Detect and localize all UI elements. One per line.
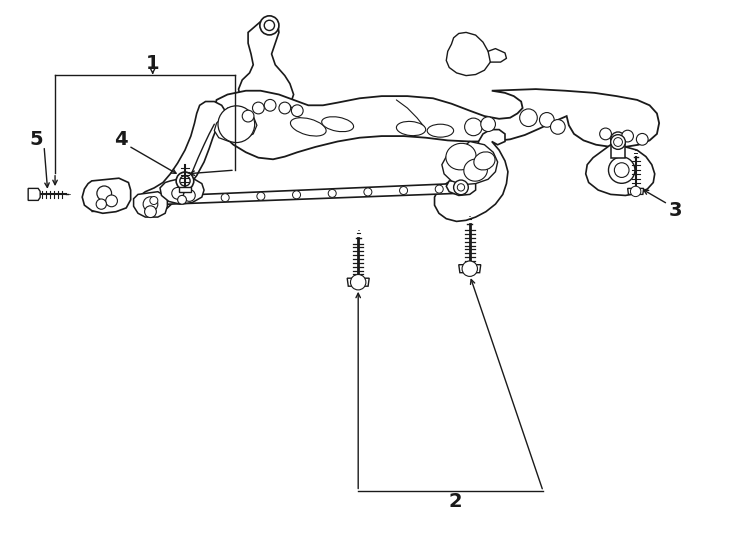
Text: 4: 4 [115,130,128,149]
Circle shape [242,110,254,122]
Text: 5: 5 [30,130,43,149]
Circle shape [106,195,117,207]
Circle shape [260,16,279,35]
Text: 3: 3 [669,201,682,220]
Text: 2: 2 [448,491,462,511]
Circle shape [257,192,265,200]
Polygon shape [628,188,644,194]
Circle shape [218,106,255,143]
Circle shape [264,99,276,111]
Circle shape [172,187,184,199]
Ellipse shape [464,159,487,181]
Circle shape [143,197,158,212]
Circle shape [264,20,275,31]
Polygon shape [442,141,498,185]
Circle shape [291,105,303,117]
Circle shape [399,186,407,194]
Polygon shape [435,130,508,221]
Circle shape [279,102,291,114]
Ellipse shape [396,122,426,136]
Polygon shape [446,178,476,195]
Circle shape [457,184,465,191]
Polygon shape [134,192,167,217]
Circle shape [465,118,482,136]
Polygon shape [213,89,659,159]
Polygon shape [136,102,226,216]
Circle shape [293,191,300,199]
Ellipse shape [321,117,354,132]
Circle shape [145,206,156,218]
Circle shape [184,190,195,201]
Circle shape [180,176,190,186]
Polygon shape [239,19,294,116]
Polygon shape [611,142,625,158]
Circle shape [176,172,194,190]
Circle shape [454,180,468,195]
Polygon shape [586,145,655,195]
Circle shape [611,132,625,147]
Circle shape [150,197,158,205]
Circle shape [611,134,625,150]
Polygon shape [459,265,481,273]
Polygon shape [214,108,257,141]
Circle shape [631,186,641,197]
Circle shape [186,195,194,203]
Ellipse shape [446,143,476,170]
Polygon shape [82,178,131,213]
Circle shape [481,117,495,132]
Polygon shape [179,187,191,192]
Ellipse shape [291,118,326,136]
Circle shape [221,194,229,201]
Circle shape [435,185,443,193]
Circle shape [97,186,112,201]
Polygon shape [134,184,462,205]
Text: 1: 1 [146,54,159,73]
Ellipse shape [474,152,495,170]
Circle shape [96,199,106,210]
Polygon shape [446,32,490,76]
Circle shape [328,190,336,198]
Circle shape [364,188,372,196]
Polygon shape [347,278,369,286]
Circle shape [550,119,565,134]
Circle shape [614,163,629,178]
Circle shape [636,133,648,145]
Circle shape [539,112,554,127]
Circle shape [622,130,633,142]
Circle shape [600,128,611,140]
Circle shape [178,195,186,204]
Polygon shape [160,178,204,204]
Ellipse shape [427,124,454,137]
Circle shape [252,102,264,114]
Circle shape [351,274,366,290]
Polygon shape [28,188,40,200]
Circle shape [520,109,537,126]
Circle shape [462,261,477,276]
Circle shape [614,138,622,146]
Circle shape [608,157,635,183]
